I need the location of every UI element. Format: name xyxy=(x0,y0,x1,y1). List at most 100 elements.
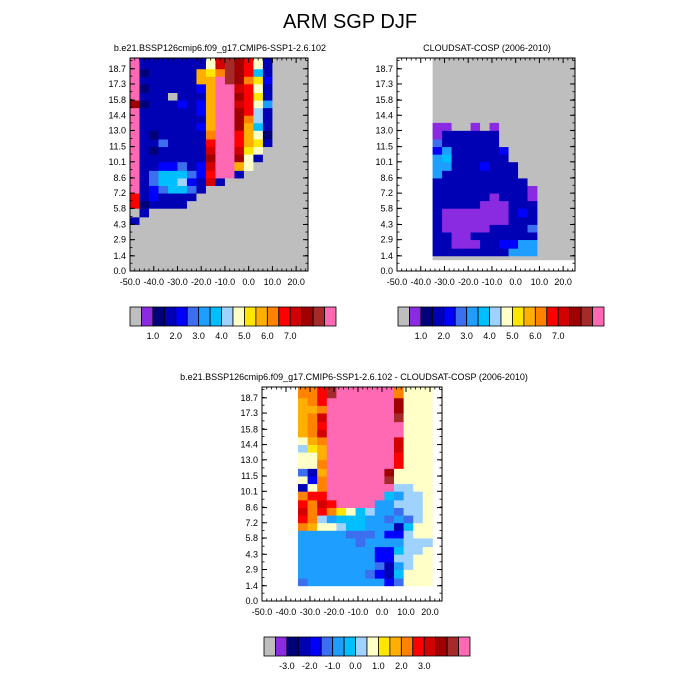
heat-cell xyxy=(272,130,283,140)
heat-cell xyxy=(186,83,197,93)
heat-cell xyxy=(489,232,500,241)
heat-cell xyxy=(527,146,538,155)
heat-cell xyxy=(432,139,443,148)
heat-cell xyxy=(374,476,385,485)
colorbar-box xyxy=(466,306,479,327)
x-tick-label: 20.0 xyxy=(421,607,439,617)
heat-cell xyxy=(326,537,337,548)
y-tick-label: 13.0 xyxy=(108,125,126,135)
heat-cell xyxy=(355,413,366,423)
heat-cell xyxy=(508,232,519,241)
heat-cell xyxy=(403,546,414,555)
x-tick-label: -40.0 xyxy=(143,277,164,287)
heat-cell xyxy=(413,522,424,531)
heat-cell xyxy=(374,522,385,531)
colorbar-box xyxy=(557,306,571,327)
heat-cell xyxy=(243,178,254,186)
heat-cell xyxy=(317,537,328,548)
heat-cell xyxy=(461,208,471,218)
colorbar-box xyxy=(244,306,257,327)
heat-cell xyxy=(158,68,169,77)
y-tick-label: 4.3 xyxy=(245,549,258,559)
heat-cell xyxy=(262,68,273,77)
heat-cell xyxy=(499,130,509,140)
heat-cell xyxy=(336,468,347,477)
heat-cell xyxy=(139,139,150,148)
heat-cell xyxy=(432,170,443,179)
heat-cell xyxy=(422,468,433,477)
heat-cell xyxy=(205,68,216,77)
heat-cell xyxy=(489,248,500,257)
heat-cell xyxy=(461,200,471,209)
colorbar-label: 4.0 xyxy=(483,331,496,341)
heat-cell xyxy=(158,154,169,163)
heat-cell xyxy=(243,193,254,202)
x-tick-label: -10.0 xyxy=(348,607,369,617)
heat-cell xyxy=(326,397,337,406)
heat-cell xyxy=(346,515,356,524)
colorbar-box xyxy=(443,306,456,327)
y-tick-label: 17.3 xyxy=(375,79,393,89)
heat-cell xyxy=(167,216,178,225)
heat-cell xyxy=(461,239,471,249)
heat-cell xyxy=(374,546,385,555)
heat-cell xyxy=(499,122,509,131)
y-tick-label: 1.4 xyxy=(113,251,126,261)
heat-cell xyxy=(262,170,273,179)
heat-cell xyxy=(384,459,395,469)
heat-cell xyxy=(432,122,443,131)
heat-cell xyxy=(262,193,273,202)
heat-cell xyxy=(177,68,188,77)
heat-cell xyxy=(196,139,207,148)
heat-cell xyxy=(499,232,509,241)
heat-cell xyxy=(470,200,481,209)
heat-cell xyxy=(394,468,404,477)
heat-cell xyxy=(205,92,216,101)
heat-cell xyxy=(224,170,235,179)
heat-cell xyxy=(253,185,264,194)
heat-cell xyxy=(326,421,337,430)
heat-cell xyxy=(489,185,500,194)
heat-cell xyxy=(384,569,395,579)
heat-cell xyxy=(451,239,462,249)
heat-cell xyxy=(374,429,385,438)
x-tick-label: 10.0 xyxy=(531,277,549,287)
heat-cell xyxy=(234,146,245,155)
heat-cell xyxy=(326,459,337,469)
heat-cell xyxy=(307,578,318,587)
colorbar-box xyxy=(378,636,391,657)
heat-cell xyxy=(234,92,245,101)
heat-cell xyxy=(253,115,264,124)
heat-cell xyxy=(205,83,216,93)
heat-cell xyxy=(234,161,245,171)
colorbar-label: 0.0 xyxy=(349,661,362,671)
y-tick-label: 17.3 xyxy=(108,79,126,89)
y-tick-label: 14.4 xyxy=(240,440,258,450)
heat-cell xyxy=(527,154,538,163)
heat-cell xyxy=(262,122,273,131)
heat-cell xyxy=(224,92,235,101)
colorbar-label: 7.0 xyxy=(552,331,565,341)
heat-cell xyxy=(432,248,443,257)
heat-cell xyxy=(508,146,519,155)
heat-cell xyxy=(326,569,337,579)
heat-cell xyxy=(205,100,216,109)
heat-cell xyxy=(298,578,308,587)
heat-cell xyxy=(130,92,140,101)
heat-cell xyxy=(470,122,481,131)
heat-cell xyxy=(527,161,538,171)
heat-cell xyxy=(298,444,308,453)
heat-cell xyxy=(243,139,254,148)
y-tick-label: 8.6 xyxy=(380,173,393,183)
heat-cell xyxy=(196,92,207,101)
panel-obs-colorbar: 1.0 2.0 3.0 4.0 5.0 6.0 7.0 xyxy=(397,306,605,341)
colorbar-label: 1.0 xyxy=(147,331,160,341)
heat-cell xyxy=(196,200,207,209)
heat-cell xyxy=(298,413,308,423)
heat-cell xyxy=(148,146,159,155)
heat-cell xyxy=(394,554,404,563)
x-tick-label: -50.0 xyxy=(120,277,141,287)
heat-cell xyxy=(215,139,226,148)
heat-cell xyxy=(346,546,356,555)
heat-cell xyxy=(508,200,519,209)
